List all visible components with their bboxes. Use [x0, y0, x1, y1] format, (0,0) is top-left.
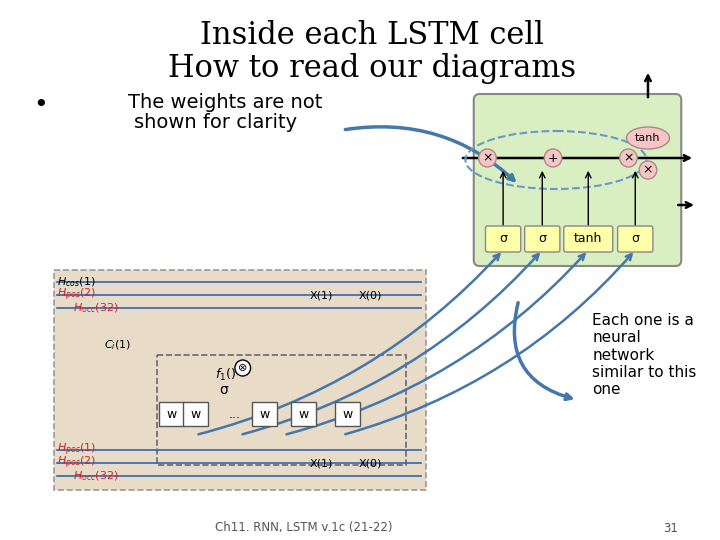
Circle shape: [620, 149, 637, 167]
Text: σ: σ: [631, 233, 639, 246]
Text: ×: ×: [623, 152, 634, 165]
Text: Inside each LSTM cell: Inside each LSTM cell: [200, 19, 544, 51]
FancyBboxPatch shape: [474, 94, 681, 266]
Text: w: w: [191, 408, 201, 421]
Text: X(1): X(1): [310, 458, 333, 468]
Text: σ: σ: [499, 233, 507, 246]
Text: +: +: [548, 152, 558, 165]
Text: w: w: [259, 408, 269, 421]
FancyBboxPatch shape: [251, 402, 277, 426]
Text: tanh: tanh: [635, 133, 661, 143]
Text: $H_{cos}(1)$: $H_{cos}(1)$: [57, 275, 95, 289]
Text: ×: ×: [643, 164, 653, 177]
FancyBboxPatch shape: [618, 226, 653, 252]
FancyBboxPatch shape: [335, 402, 360, 426]
Ellipse shape: [626, 127, 670, 149]
FancyBboxPatch shape: [485, 226, 521, 252]
Text: $C_i(1)$: $C_i(1)$: [104, 338, 131, 352]
Text: $H_{occ}(32)$: $H_{occ}(32)$: [73, 301, 120, 315]
Text: w: w: [298, 408, 309, 421]
FancyBboxPatch shape: [291, 402, 316, 426]
FancyBboxPatch shape: [54, 270, 426, 490]
FancyBboxPatch shape: [525, 226, 560, 252]
Text: $f_1()$: $f_1()$: [215, 367, 235, 383]
FancyBboxPatch shape: [564, 226, 613, 252]
Text: ...: ...: [229, 408, 241, 422]
Text: $H_{pos}(2)$: $H_{pos}(2)$: [57, 287, 96, 303]
Text: σ: σ: [539, 233, 546, 246]
Text: Ch11. RNN, LSTM v.1c (21-22): Ch11. RNN, LSTM v.1c (21-22): [215, 522, 392, 535]
Circle shape: [639, 161, 657, 179]
Text: How to read our diagrams: How to read our diagrams: [168, 52, 576, 84]
Text: The weights are not: The weights are not: [128, 93, 323, 112]
Text: ×: ×: [482, 152, 492, 165]
Text: $H_{pos}(2)$: $H_{pos}(2)$: [57, 455, 96, 471]
Circle shape: [235, 360, 251, 376]
Text: X(0): X(0): [359, 458, 382, 468]
Text: $H_{pos}(1)$: $H_{pos}(1)$: [57, 442, 96, 458]
FancyBboxPatch shape: [157, 355, 406, 465]
Text: 31: 31: [663, 522, 678, 535]
Text: σ: σ: [219, 383, 228, 397]
Text: shown for clarity: shown for clarity: [134, 112, 297, 132]
Text: •: •: [34, 93, 48, 117]
Text: tanh: tanh: [574, 233, 603, 246]
Text: w: w: [166, 408, 176, 421]
Text: Each one is a
neural
network
similar to this
one: Each one is a neural network similar to …: [592, 313, 696, 397]
FancyBboxPatch shape: [158, 402, 184, 426]
Text: ⊗: ⊗: [238, 363, 248, 373]
Text: w: w: [342, 408, 353, 421]
Text: X(0): X(0): [359, 290, 382, 300]
Text: X(1): X(1): [310, 290, 333, 300]
FancyBboxPatch shape: [183, 402, 209, 426]
Text: $H_{occ}(32)$: $H_{occ}(32)$: [73, 469, 120, 483]
Circle shape: [544, 149, 562, 167]
Circle shape: [479, 149, 496, 167]
